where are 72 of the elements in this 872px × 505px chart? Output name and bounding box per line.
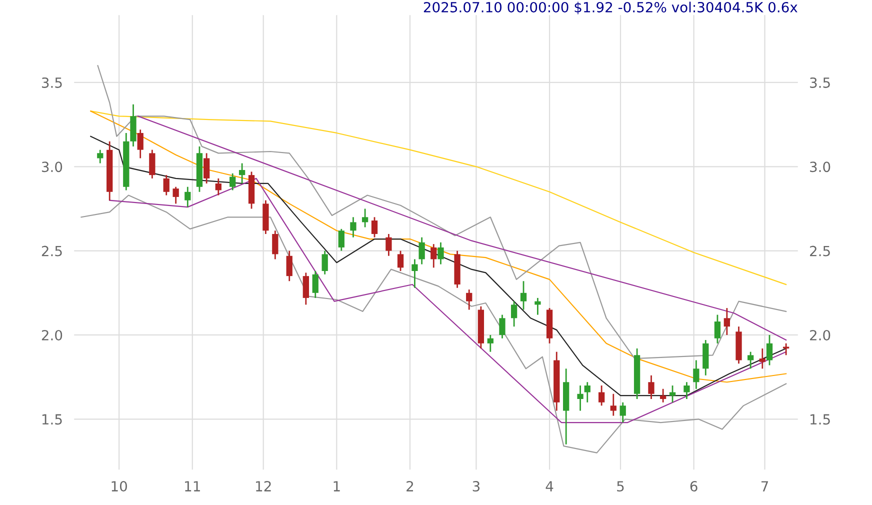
- candlestick: [648, 374, 654, 400]
- x-tick-label: 12: [256, 481, 271, 492]
- line-series: [109, 178, 787, 424]
- x-tick-label: 5: [617, 481, 624, 492]
- candlestick: [97, 149, 104, 164]
- candlestick: [286, 250, 292, 282]
- candlestick: [312, 270, 318, 299]
- y2-tick-label: 2.0: [810, 330, 830, 340]
- y-tick-label: 1.5: [42, 414, 62, 425]
- x-tick-label: 3: [472, 481, 480, 492]
- candlestick: [534, 297, 541, 316]
- candlestick: [438, 242, 444, 265]
- y2-tick-label: 3.0: [810, 162, 830, 172]
- candlestick: [137, 128, 144, 159]
- candlestick: [386, 233, 392, 257]
- x-tick-label: 2: [406, 481, 414, 492]
- candlestick: [520, 280, 527, 310]
- candlestick: [584, 381, 590, 404]
- x-tick-label: 4: [546, 481, 554, 492]
- y-tick-label: 3.0: [42, 162, 62, 172]
- x-tick-label: 1: [334, 481, 340, 492]
- candlestick: [684, 381, 690, 400]
- y-tick-label: 2.5: [42, 246, 62, 256]
- candlestick: [350, 216, 356, 238]
- candlestick: [163, 174, 170, 196]
- candlestick: [430, 243, 437, 268]
- candlestick: [766, 334, 773, 366]
- candlestick: [230, 172, 236, 191]
- candlestick: [397, 250, 404, 272]
- y2-tick-label: 3.5: [810, 77, 830, 88]
- line-series: [90, 110, 787, 286]
- candlestick: [149, 149, 156, 180]
- candlestick: [302, 272, 309, 306]
- x-tick-label: 7: [761, 481, 768, 492]
- candlestick: [510, 300, 518, 328]
- y2-tick-label: 2.5: [810, 246, 830, 256]
- candlestick: [418, 236, 425, 265]
- line-series: [80, 194, 787, 454]
- candlestick: [499, 314, 506, 340]
- candlestick: [487, 334, 494, 353]
- candlestick: [322, 250, 328, 276]
- candlestick: [466, 288, 472, 310]
- y2-tick-label: 1.5: [810, 414, 830, 425]
- candlestick: [272, 230, 278, 260]
- candlestick: [412, 258, 418, 289]
- candlestick: [362, 208, 368, 228]
- candlestick: [215, 178, 222, 196]
- x-tick-label: 6: [690, 481, 698, 492]
- candlestick: [693, 360, 700, 390]
- candlestick: [238, 162, 246, 184]
- candlestick: [338, 228, 344, 252]
- candlestick: [759, 348, 766, 370]
- candlestick: [184, 186, 191, 208]
- candlestick: [748, 351, 754, 370]
- y-tick-label: 2.0: [42, 330, 62, 340]
- candlestick: [620, 402, 626, 424]
- line-series: [97, 65, 787, 360]
- x-tick-label: 11: [185, 481, 200, 492]
- candlestick: [577, 384, 584, 412]
- y-tick-label: 3.5: [42, 77, 62, 88]
- line-series: [137, 116, 787, 341]
- candlestick: [724, 307, 730, 336]
- chart-title: 2025.07.10 00:00:00 $1.92 -0.52% vol:30404.5K 0.6x: [424, 2, 798, 14]
- candlestick: [204, 152, 210, 184]
- candlestick: [714, 314, 721, 344]
- candlestick: [172, 186, 179, 204]
- x-tick-label: 10: [112, 481, 127, 492]
- candlestick: [598, 384, 605, 406]
- candlestick: [371, 216, 378, 238]
- candlestick: [660, 388, 666, 404]
- candlestick: [669, 384, 676, 404]
- candlestick: [610, 393, 616, 416]
